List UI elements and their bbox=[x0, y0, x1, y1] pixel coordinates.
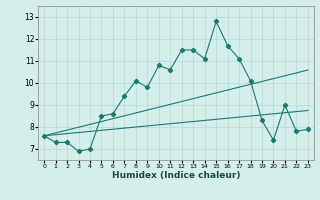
X-axis label: Humidex (Indice chaleur): Humidex (Indice chaleur) bbox=[112, 171, 240, 180]
